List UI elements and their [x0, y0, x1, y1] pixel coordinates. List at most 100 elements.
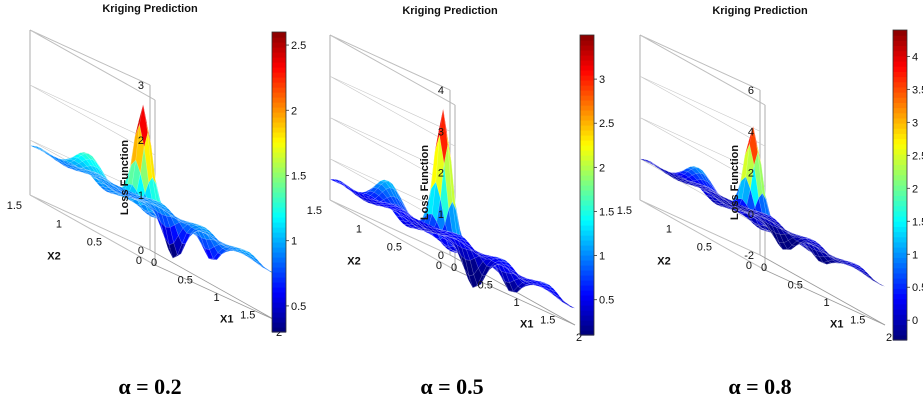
colorbar-segment [893, 298, 907, 305]
colorbar-segment [893, 329, 907, 336]
colorbar-segment [272, 82, 286, 88]
colorbar-segment [580, 50, 594, 56]
colorbar-segment [580, 225, 594, 231]
colorbar-segment [580, 305, 594, 311]
axes-box [29, 29, 276, 321]
colorbar-segment [580, 210, 594, 216]
colorbar-segment [272, 167, 286, 173]
colorbar-segment [272, 252, 286, 258]
colorbar-segment [272, 212, 286, 218]
surface-facet [876, 282, 886, 287]
colorbar-frame [892, 29, 908, 341]
colorbar-segment [580, 230, 594, 236]
colorbar-segment [272, 307, 286, 313]
surface [29, 104, 276, 274]
colorbar-segment [580, 90, 594, 96]
colorbar-segment [893, 252, 907, 258]
colorbar-segment [272, 257, 286, 263]
colorbar-tick-label: 2.5 [291, 40, 306, 52]
colorbar-segment [893, 138, 907, 145]
colorbar-tick-label: 0.5 [599, 295, 614, 307]
colorbar-tick-label: 4 [912, 51, 918, 63]
z-gridline [329, 117, 456, 188]
colorbar-segment [272, 232, 286, 238]
colorbar-segment [272, 52, 286, 58]
colorbar-segment [272, 237, 286, 243]
surface-facet [255, 260, 265, 268]
colorbar-segment [272, 282, 286, 288]
colorbar-segment [580, 75, 594, 81]
colorbar-segment [893, 210, 907, 217]
colorbar-segment [893, 55, 907, 62]
colorbar-segment [272, 147, 286, 153]
panel-title: Kriging Prediction [712, 5, 808, 17]
x-tick-label: 1.5 [850, 315, 865, 327]
colorbar-segment [893, 293, 907, 300]
colorbar-segment [272, 97, 286, 103]
colorbar-segment [272, 302, 286, 308]
colorbar-segment [893, 267, 907, 274]
colorbar-segment [272, 132, 286, 138]
colorbar-segment [272, 322, 286, 328]
colorbar-segment [272, 227, 286, 233]
colorbar-segment [893, 159, 907, 165]
colorbar-segment [580, 190, 594, 196]
colorbar-segment [272, 142, 286, 148]
colorbar-segment [580, 110, 594, 116]
colorbar-segment [580, 325, 594, 331]
colorbar-tick-label: 3 [599, 74, 605, 86]
colorbar-segment [272, 192, 286, 198]
colorbar-segment [893, 319, 907, 326]
colorbar-segment [893, 236, 907, 243]
colorbar-segment [272, 312, 286, 318]
colorbar-segment [580, 330, 594, 336]
x-tick-label: 1 [823, 297, 829, 309]
colorbar-segment [893, 221, 907, 227]
x-tick-label: 0 [151, 257, 157, 269]
colorbar-tick-label: 1 [599, 251, 605, 263]
colorbar-segment [580, 100, 594, 106]
z-tick-label: -2 [744, 250, 754, 262]
colorbar-segment [580, 250, 594, 256]
z-tick-label: 1 [138, 190, 144, 202]
x-axis-label: X1 [830, 319, 843, 331]
colorbar-segment [893, 195, 907, 202]
z-gridline [639, 199, 766, 271]
colorbar-segment [893, 278, 907, 284]
colorbar-segment [272, 72, 286, 78]
colorbar-tick-label: 2 [291, 105, 297, 117]
z-tick-label: 4 [748, 126, 754, 138]
x-tick-label: 2 [576, 332, 582, 344]
colorbar-tick-label: 1.5 [599, 206, 614, 218]
colorbar-segment [893, 76, 907, 83]
colorbar-segment [580, 95, 594, 101]
colorbar-segment [580, 280, 594, 286]
colorbar-tick-label: 2 [599, 162, 605, 174]
z-gridline [329, 75, 456, 147]
z-gridline [29, 29, 156, 101]
colorbar-segment [893, 231, 907, 238]
colorbar-segment [272, 67, 286, 73]
colorbar-segment [580, 240, 594, 246]
y-tick-label: 1.5 [7, 200, 22, 212]
colorbar-segment [272, 267, 286, 273]
colorbar-segment [580, 120, 594, 126]
colorbar-tick-label: 0.5 [291, 301, 306, 313]
panel-title: Kriging Prediction [102, 3, 198, 15]
colorbar-tick-label: 1 [912, 249, 918, 261]
colorbar-segment [580, 140, 594, 146]
z-gridline [29, 194, 156, 266]
colorbar-segment [893, 66, 907, 72]
axis-edge [154, 264, 276, 321]
colorbar-segment [580, 265, 594, 271]
z-tick-label: 2 [138, 135, 144, 147]
z-gridline [329, 158, 456, 230]
colorbar-segment [272, 242, 286, 248]
colorbar-tick-label: 3 [912, 117, 918, 129]
colorbar-segment [580, 165, 594, 171]
panel-title: Kriging Prediction [402, 5, 498, 17]
x-axis-label: X1 [520, 319, 533, 331]
x-tick-label: 0.5 [788, 280, 803, 292]
colorbar: 0.5 1 1.5 2 2.5 3 [579, 34, 614, 336]
z-tick-label: 2 [438, 168, 444, 180]
